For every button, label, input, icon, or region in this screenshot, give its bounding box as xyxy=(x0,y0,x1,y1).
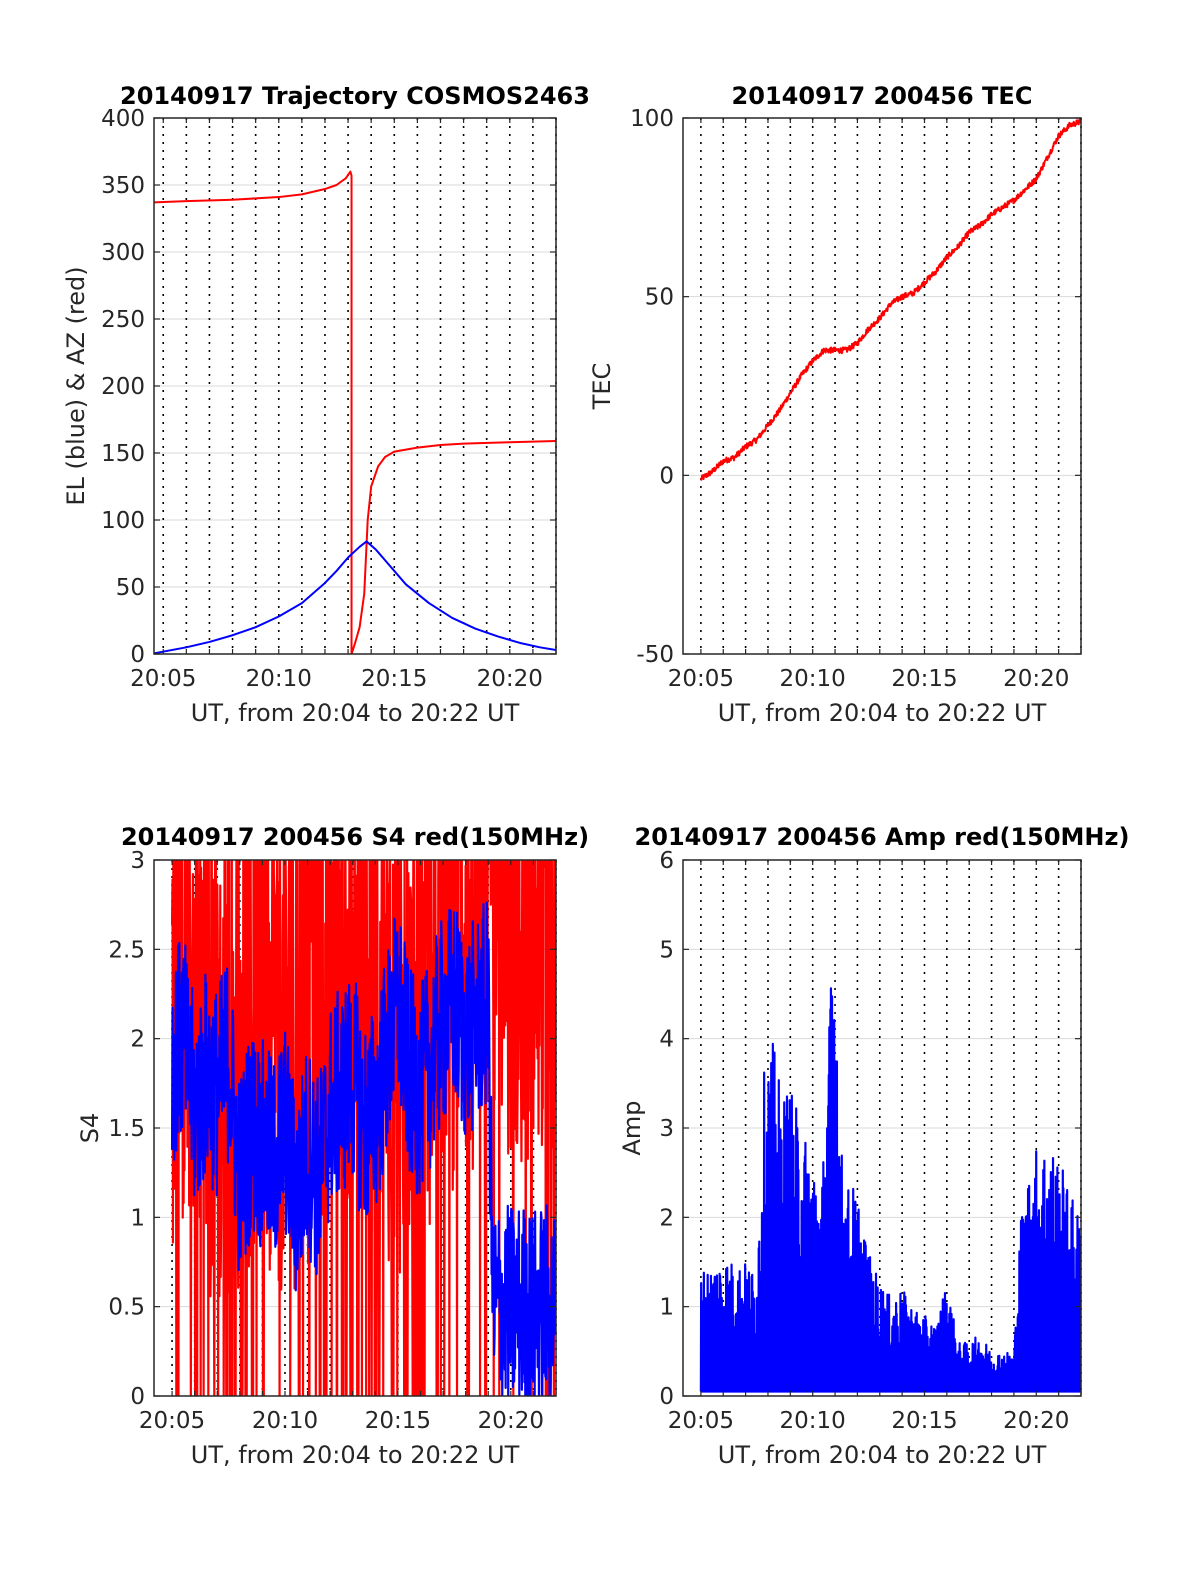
y-tick-label: 2 xyxy=(659,1205,674,1231)
y-tick-label: 100 xyxy=(101,508,145,534)
trajectory-chart: 20140917 Trajectory COSMOS2463 UT, from … xyxy=(62,82,590,727)
x-tick-label: 20:05 xyxy=(668,666,734,692)
x-axis-label: UT, from 20:04 to 20:22 UT xyxy=(718,699,1047,727)
x-tick-label: 20:15 xyxy=(891,666,957,692)
series-line-0 xyxy=(699,987,1081,1393)
series-line-0 xyxy=(170,860,556,1396)
y-axis-label: Amp xyxy=(618,1100,646,1155)
x-tick-label: 20:05 xyxy=(668,1408,734,1434)
y-tick-label: 0 xyxy=(130,1384,145,1410)
chart-title: 20140917 Trajectory COSMOS2463 xyxy=(120,82,590,110)
series-line-0 xyxy=(699,118,1081,481)
plot-area xyxy=(699,987,1081,1393)
y-tick-label: 1 xyxy=(130,1205,145,1231)
x-tick-label: 20:20 xyxy=(477,666,543,692)
y-tick-label: 50 xyxy=(645,285,674,311)
x-tick-label: 20:15 xyxy=(365,1408,431,1434)
chart-title: 20140917 200456 S4 red(150MHz) xyxy=(121,823,589,851)
y-tick-label: 3 xyxy=(659,1116,674,1142)
s4-chart: 20140917 200456 S4 red(150MHz) UT, from … xyxy=(76,823,589,1469)
y-tick-label: 2 xyxy=(130,1027,145,1053)
x-tick-label: 20:05 xyxy=(139,1408,205,1434)
y-axis-label: S4 xyxy=(76,1113,104,1144)
x-tick-label: 20:10 xyxy=(780,666,846,692)
y-tick-label: 50 xyxy=(116,575,145,601)
plot-area xyxy=(154,170,556,654)
x-tick-label: 20:10 xyxy=(246,666,312,692)
y-tick-label: 100 xyxy=(630,106,674,132)
y-tick-label: 150 xyxy=(101,441,145,467)
series-line-0 xyxy=(154,170,556,654)
y-tick-label: 5 xyxy=(659,937,674,963)
x-tick-label: 20:20 xyxy=(1003,666,1069,692)
axes-box xyxy=(682,117,1082,655)
y-tick-label: 250 xyxy=(101,307,145,333)
y-tick-label: 3 xyxy=(130,848,145,874)
x-axis-label: UT, from 20:04 to 20:22 UT xyxy=(191,1441,520,1469)
y-tick-label: 2.5 xyxy=(108,937,145,963)
x-axis-label: UT, from 20:04 to 20:22 UT xyxy=(718,1441,1047,1469)
x-tick-label: 20:05 xyxy=(130,666,196,692)
tec-chart: 20140917 200456 TEC UT, from 20:04 to 20… xyxy=(588,82,1082,727)
x-tick-label: 20:10 xyxy=(780,1408,846,1434)
plot-area xyxy=(699,118,1081,481)
series-line-1 xyxy=(154,540,556,654)
y-tick-label: 0 xyxy=(130,642,145,668)
y-tick-label: 200 xyxy=(101,374,145,400)
y-tick-label: 4 xyxy=(659,1027,674,1053)
y-tick-label: 6 xyxy=(659,848,674,874)
y-tick-label: 350 xyxy=(101,173,145,199)
y-tick-label: 0 xyxy=(659,463,674,489)
y-tick-label: 0 xyxy=(659,1384,674,1410)
y-tick-label: 1 xyxy=(659,1295,674,1321)
y-tick-label: -50 xyxy=(636,642,674,668)
y-tick-label: 300 xyxy=(101,240,145,266)
y-tick-label: 400 xyxy=(101,106,145,132)
chart-title: 20140917 200456 Amp red(150MHz) xyxy=(635,823,1130,851)
x-axis-label: UT, from 20:04 to 20:22 UT xyxy=(191,699,520,727)
series-line-1 xyxy=(170,901,556,1396)
plot-area xyxy=(170,860,556,1396)
chart-title: 20140917 200456 TEC xyxy=(732,82,1033,110)
x-tick-label: 20:15 xyxy=(891,1408,957,1434)
x-tick-label: 20:20 xyxy=(1003,1408,1069,1434)
amp-chart: 20140917 200456 Amp red(150MHz) UT, from… xyxy=(618,823,1129,1469)
y-tick-label: 0.5 xyxy=(108,1295,145,1321)
y-axis-label: EL (blue) & AZ (red) xyxy=(62,266,90,505)
x-tick-label: 20:15 xyxy=(361,666,427,692)
x-tick-label: 20:10 xyxy=(252,1408,318,1434)
x-tick-label: 20:20 xyxy=(478,1408,544,1434)
y-tick-label: 1.5 xyxy=(108,1116,145,1142)
y-axis-label: TEC xyxy=(588,363,616,411)
